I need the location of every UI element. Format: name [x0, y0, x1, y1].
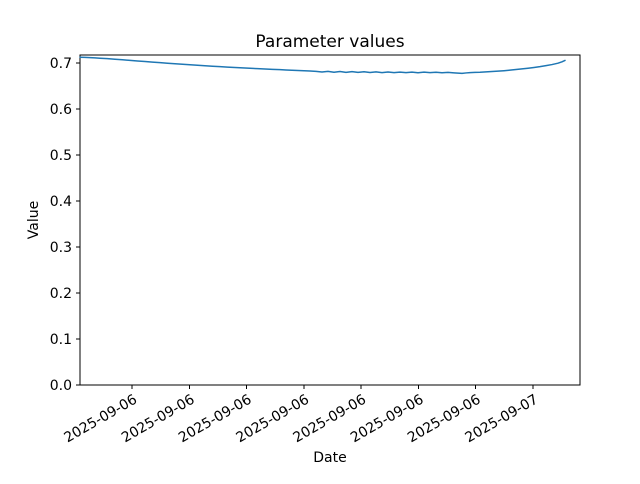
- y-tick-label: 0.4: [50, 194, 72, 210]
- y-axis-label: Value: [26, 201, 42, 239]
- y-tick-label: 0.1: [50, 332, 72, 348]
- y-tick-label: 0.5: [50, 148, 72, 164]
- y-axis-ticks: 0.0 0.1 0.2 0.3 0.4 0.5 0.6 0.7: [50, 56, 80, 394]
- y-tick-label: 0.2: [50, 286, 72, 302]
- x-axis-label: Date: [313, 450, 346, 466]
- y-tick-label: 0.3: [50, 240, 72, 256]
- y-tick-label: 0.6: [50, 102, 72, 118]
- x-axis-ticks: 2025-09-062025-09-062025-09-062025-09-06…: [62, 385, 541, 446]
- plot-area-border: [79, 54, 581, 386]
- data-series: [79, 56, 566, 75]
- y-tick-label: 0.0: [50, 378, 72, 394]
- series-line-parameter-value: [79, 56, 566, 75]
- y-tick-label: 0.7: [50, 56, 72, 72]
- chart-title: Parameter values: [255, 32, 404, 52]
